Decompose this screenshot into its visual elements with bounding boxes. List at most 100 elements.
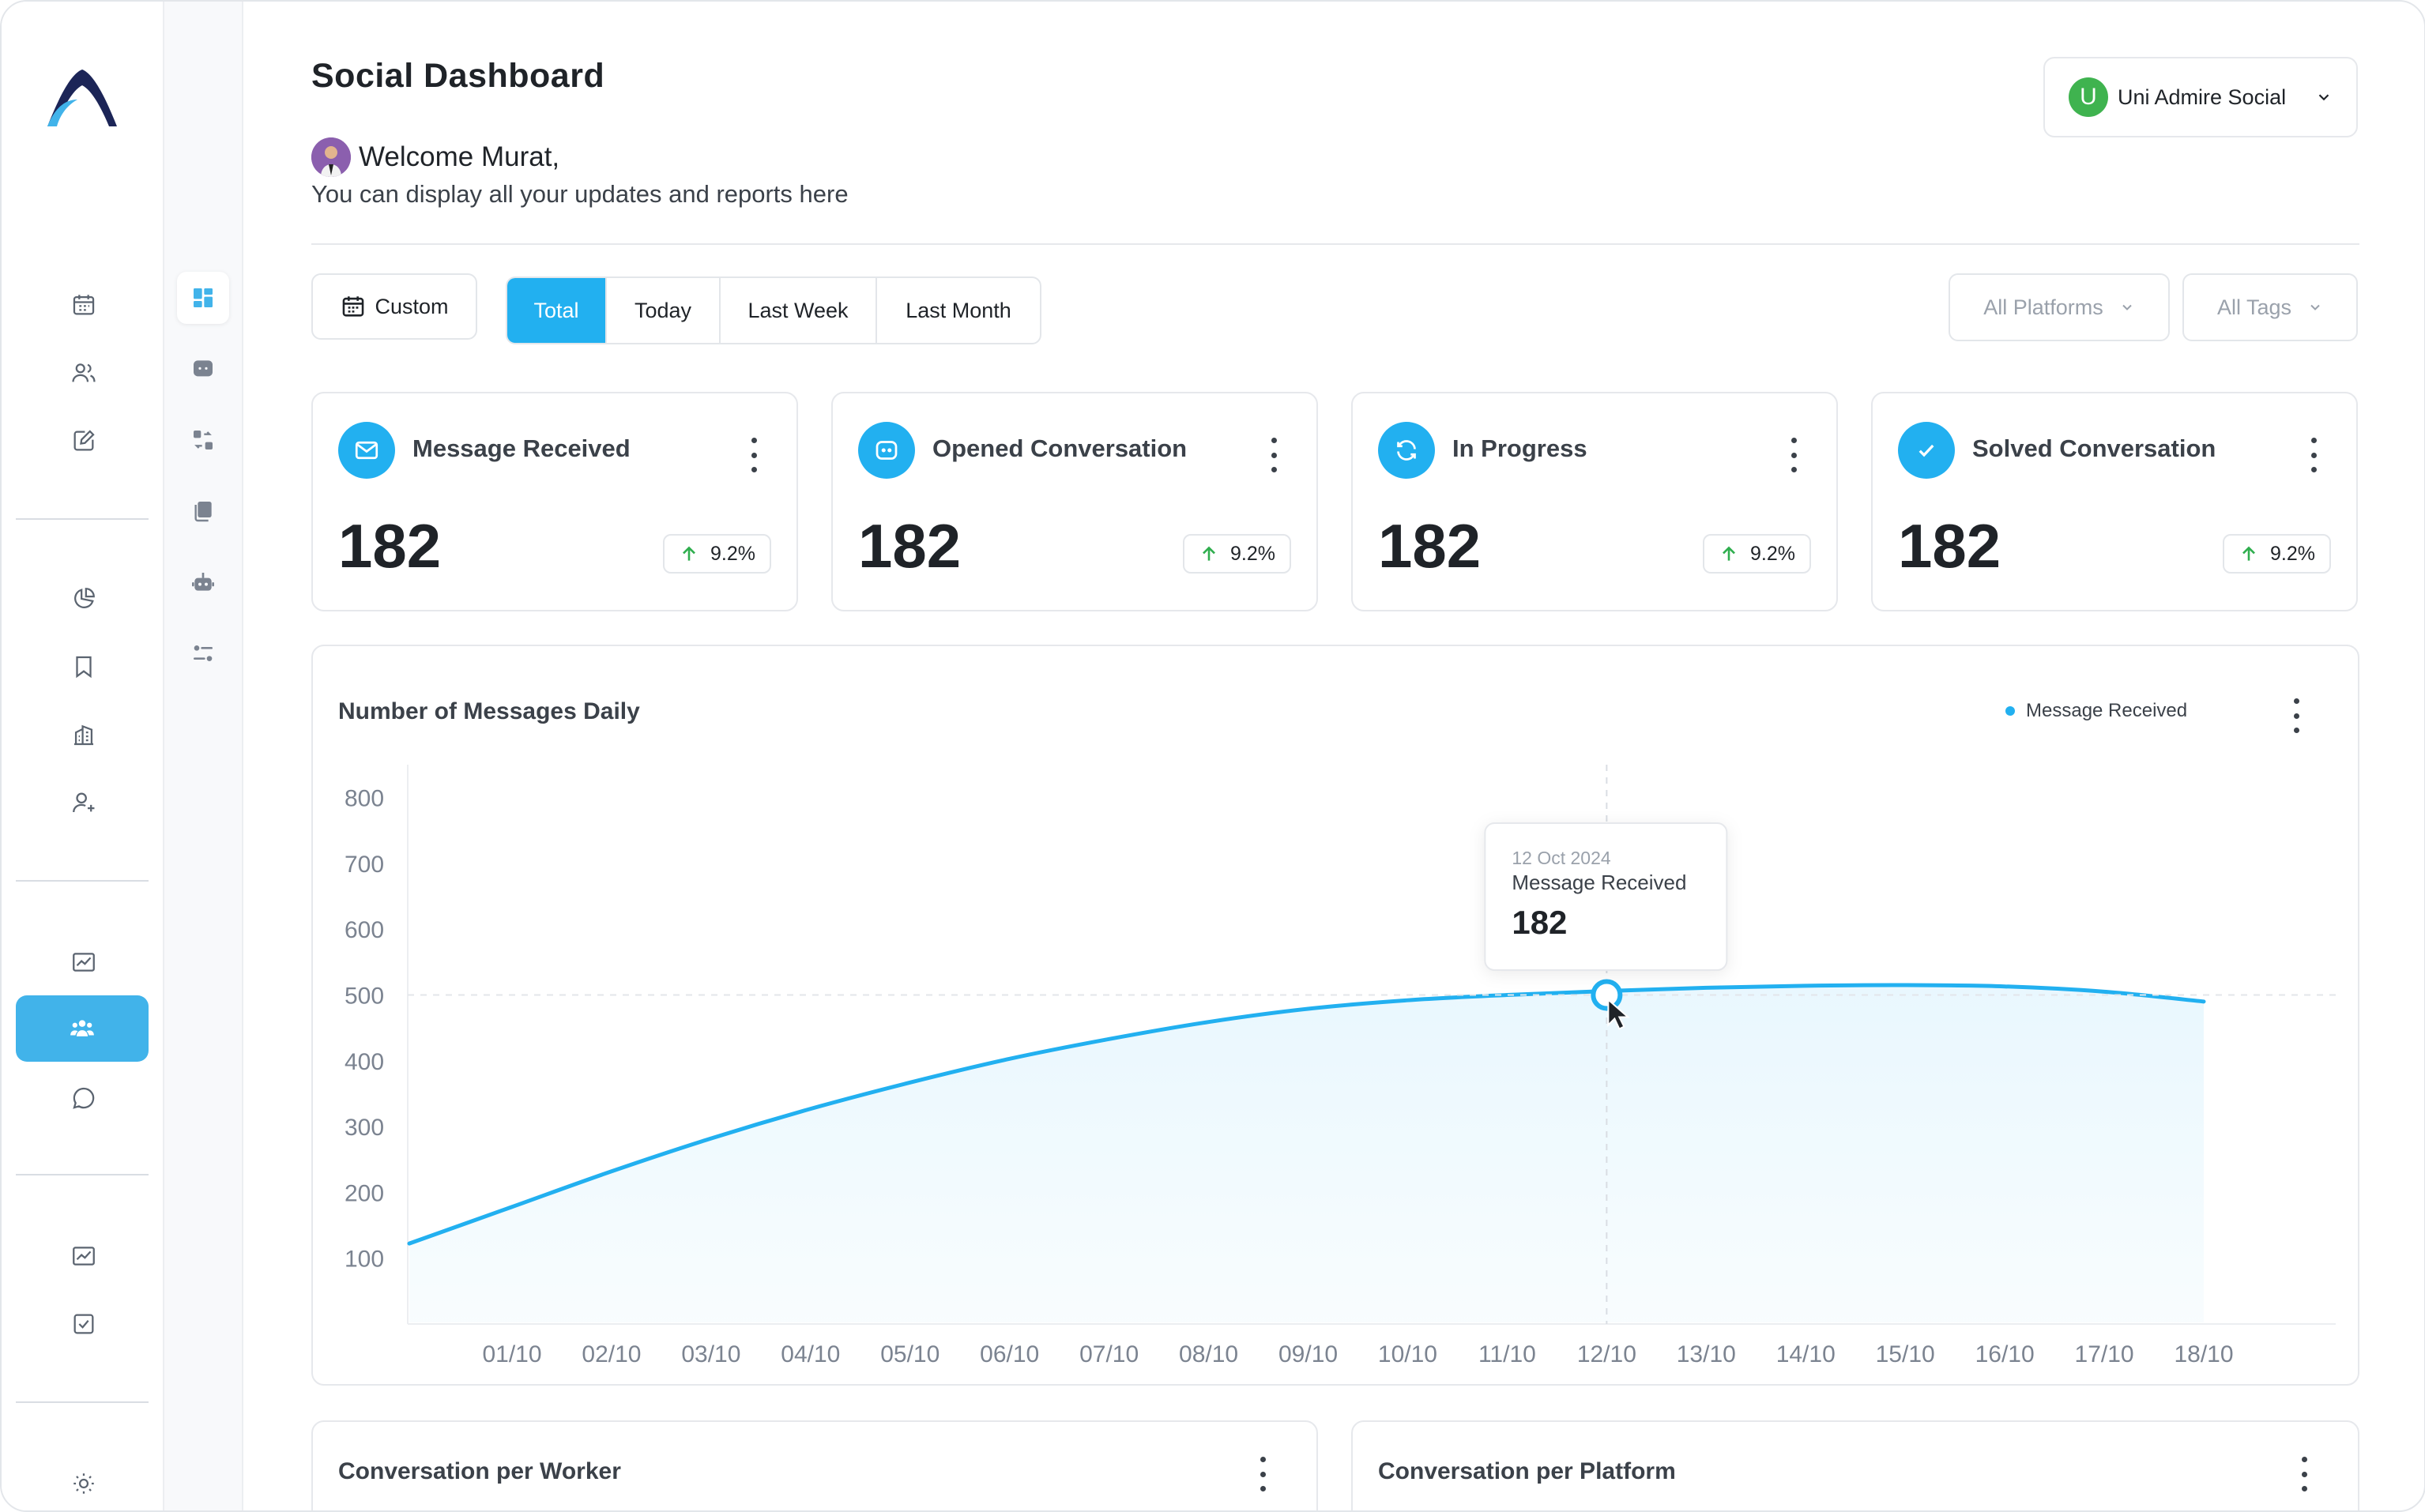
data-point [1105,1034,1114,1044]
platforms-dropdown[interactable]: All Platforms [1949,273,2170,341]
calendar-icon [343,296,364,317]
x-tick-label: 13/10 [1677,1341,1736,1367]
pie-chart-icon[interactable] [58,574,109,624]
data-point [806,1104,815,1114]
tooltip-date: 12 Oct 2024 [1512,848,1611,868]
stat-card-title: Message Received [412,434,631,462]
x-tick-label: 08/10 [1179,1341,1238,1367]
line-chart-icon[interactable] [58,937,109,987]
x-tick-label: 17/10 [2075,1341,2134,1367]
data-point [906,1078,915,1087]
series-area [409,985,2204,1322]
card-title: Conversation per Platform [1378,1458,1676,1484]
x-tick-label: 12/10 [1577,1341,1636,1367]
stat-change-value: 9.2% [1750,542,1795,565]
card-title: Conversation per Worker [338,1458,621,1484]
range-last-week-tab[interactable]: Last Week [721,278,877,343]
tooltip-value: 182 [1512,904,1567,941]
sun-icon[interactable] [58,1458,109,1509]
range-today-tab[interactable]: Today [607,278,721,343]
team-nav-item-active[interactable] [16,995,149,1062]
primary-sidebar [2,2,164,1510]
y-tick-label: 200 [345,1180,384,1206]
stat-card-title: Solved Conversation [1972,434,2216,462]
header-divider [311,243,2359,245]
x-tick-label: 18/10 [2174,1341,2233,1367]
stat-card-in-progress: In Progress 182 9.2% [1351,392,1838,611]
x-tick-label: 16/10 [1975,1341,2035,1367]
sidebar-divider [16,880,149,882]
chevron-down-icon [2122,304,2132,310]
stat-card-value: 182 [1898,511,2001,581]
welcome-message: Welcome Murat, [311,137,559,177]
y-tick-label: 600 [345,917,384,943]
arrow-up-icon [1723,546,1735,561]
users-icon[interactable] [58,348,109,398]
mail-icon [338,422,395,479]
more-options-icon[interactable] [1266,438,1282,472]
x-tick-label: 01/10 [482,1341,541,1367]
custom-range-button[interactable]: Custom [311,273,477,340]
calendar-icon[interactable] [58,280,109,330]
transfer-icon[interactable] [177,414,229,466]
legend-swatch [2005,706,2015,716]
stat-card-value: 182 [1378,511,1482,581]
messages-area-chart[interactable]: 100 200 300 400 500 600 700 800 01/10 02/10 03/10 0… [313,646,2361,1387]
more-options-icon[interactable] [746,438,762,472]
stat-change-badge: 9.2% [2223,534,2331,574]
chart-more-options-icon[interactable] [2288,698,2304,733]
team-icon [70,1020,94,1036]
analytics-icon[interactable] [58,1231,109,1281]
stat-change-badge: 9.2% [1183,534,1291,574]
more-options-icon[interactable] [2296,1457,2312,1491]
page-title: Social Dashboard [311,57,605,95]
x-tick-label: 06/10 [980,1341,1039,1367]
checkbox-icon[interactable] [58,1299,109,1349]
data-point [706,1134,716,1143]
account-name: Uni Admire Social [2118,85,2287,109]
add-user-icon[interactable] [58,777,109,828]
legend-label: Message Received [2026,700,2188,721]
stat-card-value: 182 [858,511,962,581]
settings-sliders-icon[interactable] [177,627,229,679]
messages-chart-card: 100 200 300 400 500 600 700 800 01/10 02/10 03/10 0… [311,645,2359,1386]
x-tick-label: 02/10 [582,1341,641,1367]
tags-dropdown[interactable]: All Tags [2182,273,2358,341]
data-point [2199,997,2208,1006]
page-subtitle: You can display all your updates and rep… [311,180,849,208]
bookmark-icon[interactable] [58,641,109,692]
stat-card-value: 182 [338,511,442,581]
message-square-icon[interactable] [177,343,229,395]
chat-icon[interactable] [58,1073,109,1123]
more-options-icon[interactable] [1255,1457,1271,1491]
data-point [1204,1017,1214,1027]
stat-card-title: Opened Conversation [932,434,1188,462]
x-tick-label: 07/10 [1079,1341,1139,1367]
stat-change-badge: 9.2% [663,534,771,574]
stat-change-value: 9.2% [2270,542,2315,565]
more-options-icon[interactable] [1786,438,1802,472]
data-point [1403,995,1412,1005]
documents-icon[interactable] [177,485,229,537]
chat-bubble-icon [858,422,915,479]
x-tick-label: 03/10 [681,1341,740,1367]
more-options-icon[interactable] [2306,438,2321,472]
hover-point-marker [1591,979,1623,1011]
range-last-month-tab[interactable]: Last Month [906,298,1011,322]
account-switcher[interactable]: U Uni Admire Social [2043,57,2358,137]
x-tick-label: 09/10 [1278,1341,1338,1367]
bot-icon[interactable] [177,556,229,608]
tags-dropdown-label: All Tags [2216,295,2292,319]
brand-logo[interactable] [43,63,122,134]
edit-note-icon[interactable] [58,416,109,466]
range-total-tab[interactable]: Total [507,278,607,343]
x-tick-label: 11/10 [1478,1341,1536,1367]
chart-title: Number of Messages Daily [338,698,640,724]
chevron-down-icon [2318,94,2329,101]
building-icon[interactable] [58,709,109,760]
arrow-up-icon [683,546,695,561]
account-badge: U [2069,77,2108,117]
dashboard-icon[interactable] [177,272,229,324]
stat-card-message-received: Message Received 182 9.2% [311,392,798,611]
